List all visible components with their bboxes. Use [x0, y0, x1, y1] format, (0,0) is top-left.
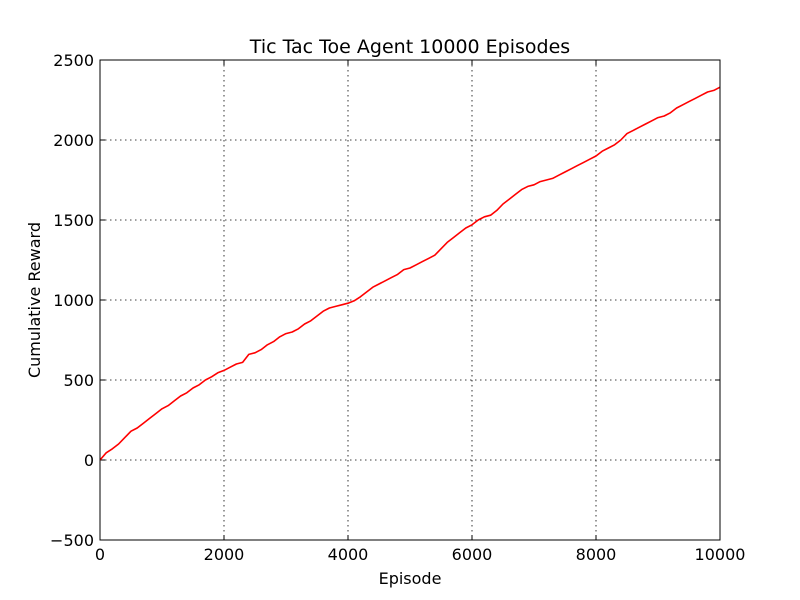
x-axis-label: Episode: [379, 569, 442, 588]
x-tick-labels: 0 2000 4000 6000 8000 10000: [95, 545, 746, 564]
x-tick-label: 2000: [204, 545, 245, 564]
x-tick-label: 10000: [695, 545, 746, 564]
y-tick-label: 1500: [53, 211, 94, 230]
y-tick-labels: −500 0 500 1000 1500 2000 2500: [50, 51, 94, 550]
y-tick-label: 2500: [53, 51, 94, 70]
y-tick-label: 0: [84, 451, 94, 470]
y-tick-label: 1000: [53, 291, 94, 310]
chart-title: Tic Tac Toe Agent 10000 Episodes: [249, 36, 570, 58]
series-line-cumulative-reward: [99, 86, 721, 461]
series-layer: [99, 86, 721, 461]
plot-frame: [99, 59, 721, 541]
x-tick-label: 4000: [328, 545, 369, 564]
x-tick-label: 0: [95, 545, 105, 564]
y-tick-label: 500: [63, 371, 94, 390]
x-tick-label: 8000: [576, 545, 617, 564]
grid-lines: [100, 60, 720, 540]
y-tick-label: −500: [50, 531, 94, 550]
y-axis-label: Cumulative Reward: [25, 222, 44, 378]
x-tick-label: 6000: [452, 545, 493, 564]
y-tick-label: 2000: [53, 131, 94, 150]
